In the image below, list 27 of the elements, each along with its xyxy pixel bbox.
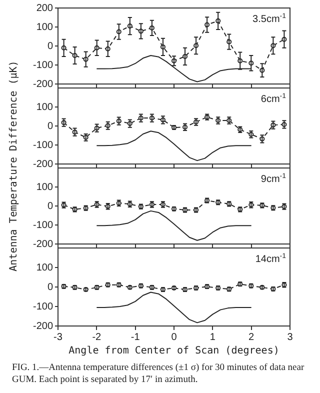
x-axis-title: Angle from Center of Scan (degrees): [68, 346, 280, 357]
y-tick-label: -200: [32, 78, 54, 90]
y-tick-label: 200: [36, 2, 54, 14]
y-tick-label: 100: [36, 182, 54, 193]
y-tick-label: 0: [47, 40, 54, 52]
y-tick-label: -100: [32, 140, 54, 151]
y-tick-label: -200: [32, 320, 54, 332]
y-tick-label: -100: [32, 60, 54, 71]
y-tick-label: -200: [32, 238, 54, 250]
x-tick-label: 2: [248, 332, 255, 343]
x-tick-label: -1: [130, 332, 140, 343]
x-tick-label: 1: [210, 332, 216, 343]
x-tick-label: -3: [54, 332, 63, 343]
y-tick-label: 0: [47, 282, 54, 293]
x-tick-label: -2: [92, 332, 102, 343]
caption: FIG. 1.—Antenna temperature differences (±1 σ) for 30 minutes of data near GUM. Each point is separated by 17′ in azimuth.: [12, 362, 306, 386]
y-tick-label: 0: [47, 200, 54, 212]
y-tick-label: 100: [36, 102, 54, 113]
y-tick-label: 0: [47, 120, 54, 132]
y-tick-label: -100: [32, 301, 54, 312]
y-axis-title: Antenna Temperature Difference (μK): [8, 60, 20, 272]
y-tick-label: -200: [32, 158, 54, 170]
x-tick-label: 3: [287, 332, 294, 343]
y-tick-label: 100: [36, 22, 54, 33]
y-tick-label: -100: [32, 220, 54, 231]
x-tick-label: 0: [171, 332, 178, 343]
y-tick-label: 100: [36, 262, 54, 274]
